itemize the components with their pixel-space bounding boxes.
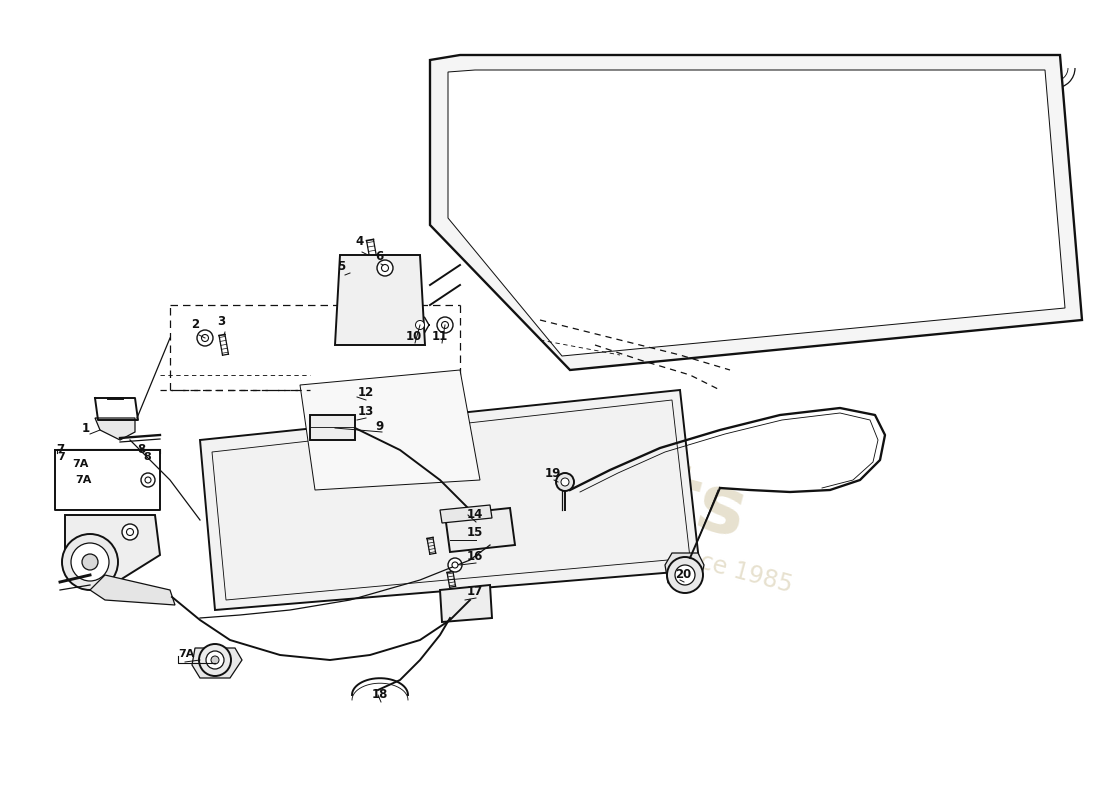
Text: 7A: 7A bbox=[75, 475, 91, 485]
Text: a passion for parts since 1985: a passion for parts since 1985 bbox=[444, 482, 795, 598]
Polygon shape bbox=[192, 648, 242, 678]
Circle shape bbox=[441, 322, 449, 329]
Text: 16: 16 bbox=[468, 550, 483, 563]
Text: 8: 8 bbox=[138, 443, 145, 456]
Polygon shape bbox=[95, 418, 135, 440]
Circle shape bbox=[561, 478, 569, 486]
Text: 12: 12 bbox=[358, 386, 374, 399]
Polygon shape bbox=[300, 370, 480, 490]
Circle shape bbox=[667, 557, 703, 593]
Circle shape bbox=[201, 334, 209, 342]
Text: 9: 9 bbox=[375, 420, 383, 433]
Text: 20: 20 bbox=[675, 568, 691, 581]
Circle shape bbox=[141, 473, 155, 487]
Text: 7A: 7A bbox=[178, 649, 195, 659]
Polygon shape bbox=[446, 508, 515, 552]
Text: europarts: europarts bbox=[305, 365, 756, 555]
Circle shape bbox=[197, 330, 213, 346]
Circle shape bbox=[126, 529, 133, 535]
Polygon shape bbox=[200, 390, 700, 610]
Text: 7A: 7A bbox=[72, 459, 88, 469]
Polygon shape bbox=[430, 55, 1082, 370]
Circle shape bbox=[206, 651, 224, 669]
Polygon shape bbox=[310, 415, 355, 440]
Text: 8: 8 bbox=[143, 452, 151, 462]
Circle shape bbox=[437, 317, 453, 333]
Circle shape bbox=[122, 524, 138, 540]
Circle shape bbox=[377, 260, 393, 276]
Polygon shape bbox=[440, 505, 492, 523]
Polygon shape bbox=[666, 553, 704, 583]
Circle shape bbox=[675, 565, 695, 585]
Text: 11: 11 bbox=[432, 330, 449, 343]
Text: 19: 19 bbox=[544, 467, 561, 480]
Circle shape bbox=[556, 473, 574, 491]
Circle shape bbox=[199, 644, 231, 676]
Polygon shape bbox=[336, 255, 425, 345]
Text: 6: 6 bbox=[375, 250, 383, 263]
Polygon shape bbox=[440, 585, 492, 622]
Text: 7: 7 bbox=[56, 443, 64, 456]
Text: 3: 3 bbox=[217, 315, 226, 328]
Circle shape bbox=[416, 321, 425, 330]
Text: 10: 10 bbox=[406, 330, 422, 343]
Circle shape bbox=[82, 554, 98, 570]
Text: 15: 15 bbox=[468, 526, 483, 539]
Text: 18: 18 bbox=[372, 688, 388, 701]
Text: 14: 14 bbox=[468, 508, 483, 521]
Circle shape bbox=[448, 558, 462, 572]
Text: 5: 5 bbox=[337, 260, 345, 273]
Polygon shape bbox=[448, 70, 1065, 356]
Circle shape bbox=[145, 477, 151, 483]
Polygon shape bbox=[90, 575, 175, 605]
Circle shape bbox=[72, 543, 109, 581]
Text: 7: 7 bbox=[57, 452, 65, 462]
Text: 2: 2 bbox=[191, 318, 199, 331]
Circle shape bbox=[382, 265, 388, 271]
Text: 1: 1 bbox=[82, 422, 90, 435]
Text: 13: 13 bbox=[358, 405, 374, 418]
Text: 4: 4 bbox=[355, 235, 363, 248]
Circle shape bbox=[452, 562, 458, 568]
Circle shape bbox=[211, 656, 219, 664]
Polygon shape bbox=[65, 515, 160, 580]
Circle shape bbox=[62, 534, 118, 590]
Text: 17: 17 bbox=[468, 585, 483, 598]
